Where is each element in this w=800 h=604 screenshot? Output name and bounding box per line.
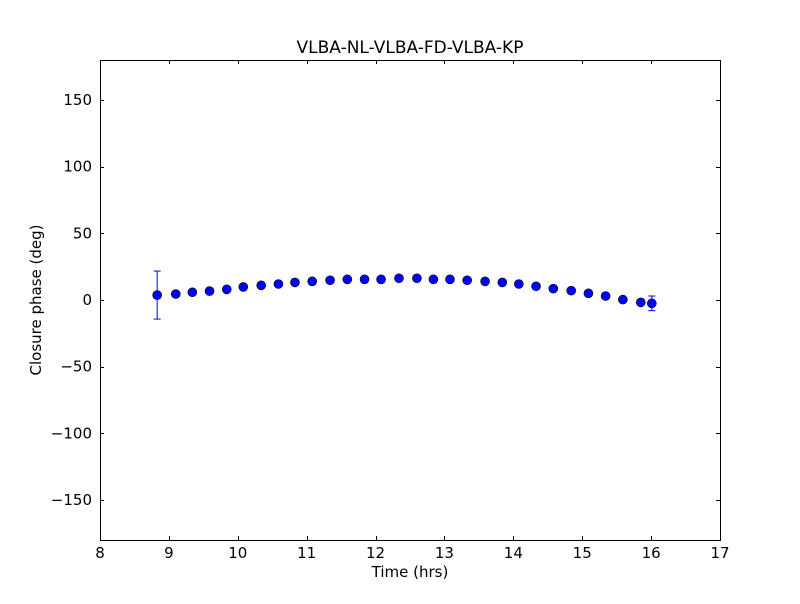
data-point	[376, 274, 386, 285]
data-point	[514, 279, 524, 289]
data-point	[635, 297, 646, 308]
data-point	[221, 284, 232, 295]
data-point	[497, 277, 508, 288]
y-tick-label: −50	[60, 358, 92, 376]
x-tick-label: 10	[228, 544, 247, 562]
x-axis-label: Time (hrs)	[371, 563, 449, 581]
x-tick-label: 15	[573, 544, 592, 562]
y-axis-label: Closure phase (deg)	[27, 225, 45, 376]
y-tick-label: −100	[51, 424, 92, 442]
x-tick-label: 17	[710, 544, 729, 562]
y-tick-label: 150	[63, 91, 92, 109]
x-tick-label: 9	[164, 544, 174, 562]
data-point	[412, 273, 422, 284]
x-tick-label: 11	[297, 544, 316, 562]
data-point	[152, 290, 162, 300]
data-point	[531, 281, 541, 292]
x-tick-label: 12	[366, 544, 385, 562]
data-point	[290, 277, 300, 288]
data-point	[204, 286, 215, 296]
x-tick-label: 14	[504, 544, 523, 562]
y-tick-label: 50	[73, 224, 92, 242]
x-tick-label: 16	[642, 544, 661, 562]
data-point	[256, 280, 267, 291]
data-point	[428, 274, 439, 285]
data-point	[307, 276, 317, 287]
data-point	[359, 274, 370, 285]
data-point	[618, 294, 628, 305]
plot-frame	[100, 60, 721, 541]
data-point	[325, 275, 335, 286]
data-point	[646, 298, 657, 309]
data-point	[273, 279, 284, 289]
x-tick-label: 13	[435, 544, 454, 562]
y-tick-label: −150	[51, 491, 92, 509]
chart-title: VLBA-NL-VLBA-FD-VLBA-KP	[297, 38, 524, 58]
data-point	[600, 291, 611, 301]
data-point	[480, 276, 490, 287]
data-point	[566, 285, 577, 296]
x-tick-label: 8	[95, 544, 105, 562]
y-tick-label: 100	[63, 158, 92, 176]
data-point	[342, 274, 353, 285]
data-point	[187, 287, 198, 298]
data-point	[445, 274, 455, 285]
data-point	[238, 282, 249, 292]
data-point	[462, 275, 472, 286]
data-point	[548, 283, 559, 294]
data-point	[583, 288, 594, 299]
data-point	[170, 289, 181, 299]
y-tick-label: 0	[82, 291, 92, 309]
data-point	[394, 273, 404, 284]
